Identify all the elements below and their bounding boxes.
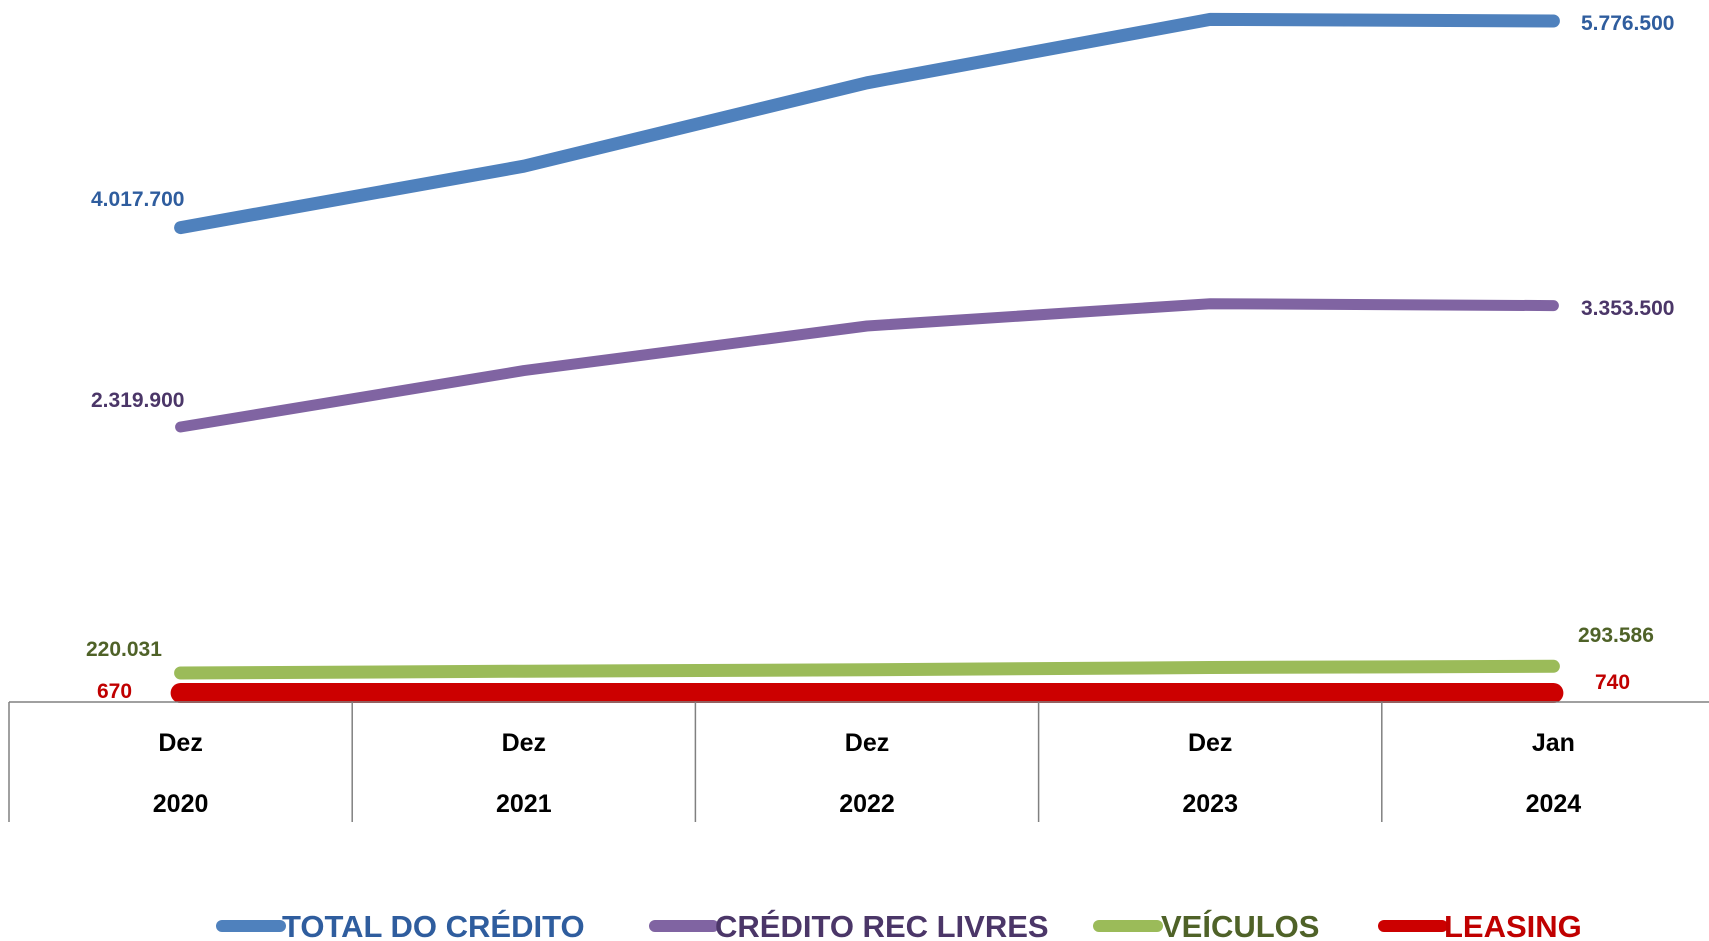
- series-line-credito-rec-livres: [175, 298, 1559, 433]
- series-band-leasing: [170, 683, 1564, 703]
- category-axis-table: Dez 2020 Dez 2021 Dez 2022 Dez 2023 Jan 2024: [8, 701, 1709, 822]
- tick-label-year: 2021: [496, 790, 552, 818]
- data-label-total-do-credito-first: 4.017.700: [91, 188, 184, 211]
- series-lines-layer: [170, 12, 1564, 703]
- legend-label: LEASING: [1444, 909, 1582, 941]
- tick-label-year: 2020: [153, 790, 209, 818]
- data-label-credito-rec-livres-last: 3.353.500: [1581, 297, 1674, 320]
- tick-label-year: 2024: [1526, 790, 1582, 818]
- tick-label-month: Jan: [1532, 729, 1575, 757]
- series-line-veiculos: [174, 659, 1560, 680]
- data-label-credito-rec-livres-first: 2.319.900: [91, 389, 184, 412]
- tick-label-month: Dez: [502, 729, 546, 757]
- legend-item-total-do-credito[interactable]: TOTAL DO CRÉDITO: [216, 909, 585, 941]
- data-label-veiculos-last: 293.586: [1578, 624, 1654, 647]
- legend-label: VEÍCULOS: [1161, 909, 1319, 941]
- legend-item-leasing[interactable]: LEASING: [1378, 909, 1582, 941]
- data-label-leasing-last: 740: [1595, 671, 1630, 694]
- data-labels-layer: 4.017.700 5.776.500 2.319.900 3.353.500 220.…: [86, 12, 1674, 703]
- tick-label-month: Dez: [1188, 729, 1232, 757]
- series-line-total-do-credito: [174, 12, 1560, 235]
- tick-label-month: Dez: [845, 729, 889, 757]
- tick-label-year: 2023: [1182, 790, 1238, 818]
- legend: TOTAL DO CRÉDITO CRÉDITO REC LIVRES VEÍCUL…: [216, 909, 1582, 941]
- data-label-leasing-first: 670: [97, 680, 132, 703]
- legend-label: TOTAL DO CRÉDITO: [282, 909, 585, 941]
- legend-label: CRÉDITO REC LIVRES: [715, 909, 1049, 941]
- data-label-veiculos-first: 220.031: [86, 638, 162, 661]
- legend-item-credito-rec-livres[interactable]: CRÉDITO REC LIVRES: [649, 909, 1049, 941]
- legend-item-veiculos[interactable]: VEÍCULOS: [1093, 909, 1319, 941]
- data-label-total-do-credito-last: 5.776.500: [1581, 12, 1674, 35]
- tick-label-year: 2022: [839, 790, 895, 818]
- tick-label-month: Dez: [158, 729, 202, 757]
